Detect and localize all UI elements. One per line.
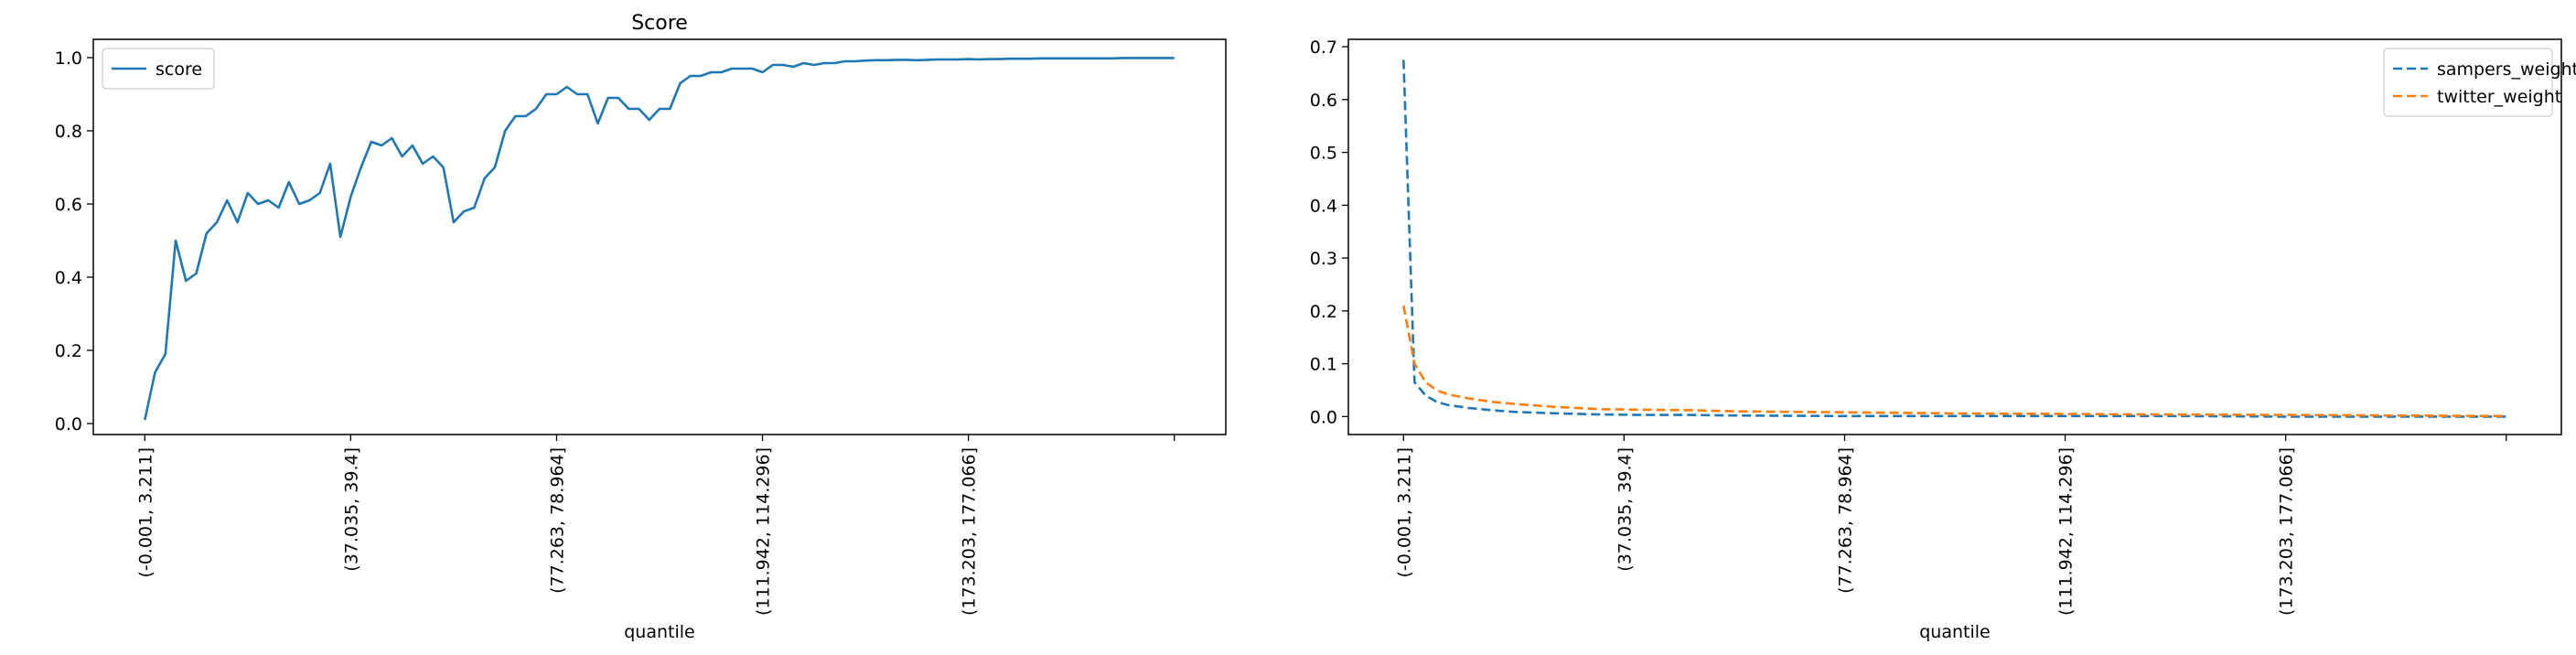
legend-label: score — [156, 59, 202, 80]
x-axis-label: quantile — [624, 622, 694, 642]
series-line-twitter-weight — [1402, 305, 2506, 418]
x-tick-label: (-0.001, 3.211] — [1394, 447, 1414, 578]
y-tick-label: 0.5 — [1310, 144, 1337, 164]
y-tick-label: 1.0 — [55, 48, 82, 69]
legend-label: sampers_weight — [2437, 59, 2576, 80]
axes-frame — [1347, 38, 2562, 435]
y-tick-label: 0.6 — [55, 195, 82, 215]
y-tick-label: 0.7 — [1310, 38, 1337, 58]
chart-title: Score — [631, 12, 688, 35]
y-tick-label: 0.2 — [55, 341, 82, 361]
legend-box — [2383, 48, 2553, 117]
y-tick-label: 0.2 — [1310, 302, 1337, 322]
y-tick-label: 0.4 — [1310, 196, 1337, 216]
chart-score: Score quantile 0.0 0.2 0.4 0.6 0.8 1.0 (-0.001… — [55, 12, 1227, 642]
x-tick-label: (37.035, 39.4] — [1615, 447, 1635, 572]
legend-label: twitter_weight — [2437, 87, 2561, 107]
x-tick-label: (173.203, 177.066] — [960, 447, 980, 616]
x-tick-label: (111.942, 114.296] — [754, 447, 774, 616]
y-tick-label: 0.6 — [1310, 91, 1337, 111]
legend: sampers_weight twitter_weight — [2383, 48, 2576, 117]
axes-frame — [92, 38, 1227, 435]
x-tick-label: (-0.001, 3.211] — [135, 447, 156, 578]
series-line-score — [144, 57, 1175, 421]
y-tick-label: 0.4 — [55, 268, 82, 288]
x-tick-label: (37.035, 39.4] — [341, 447, 361, 572]
x-axis-label: quantile — [1919, 622, 1990, 642]
series-line-sampers-weight — [1402, 59, 2506, 418]
y-tick-label: 0.1 — [1310, 355, 1337, 375]
y-tick-label: 0.0 — [55, 414, 82, 435]
chart-weights: quantile 0.0 0.1 0.2 0.3 0.4 0.5 0.6 0.7 (-0.001… — [1310, 38, 2576, 642]
y-tick-label: 0.3 — [1310, 249, 1337, 269]
legend: score — [102, 48, 215, 90]
x-tick-label: (111.942, 114.296] — [2056, 447, 2077, 616]
y-tick-label: 0.8 — [55, 122, 82, 142]
x-tick-label: (77.263, 78.964] — [1835, 447, 1855, 594]
legend-box — [102, 48, 215, 90]
x-tick-label: (77.263, 78.964] — [547, 447, 567, 594]
x-tick-label: (173.203, 177.066] — [2277, 447, 2297, 616]
y-tick-label: 0.0 — [1310, 407, 1337, 427]
